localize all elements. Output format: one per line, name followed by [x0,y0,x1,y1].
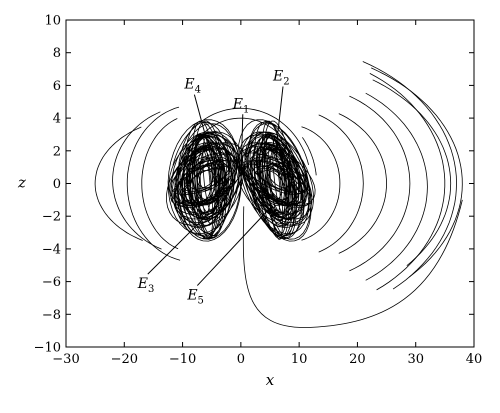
right-outer-arc [349,95,411,272]
y-tick-label: −4 [42,242,61,257]
right-outer-arc [369,73,446,291]
top-bridge-arc [184,117,297,165]
x-tick-label: −30 [52,352,79,367]
left-lobe-spiral [166,119,246,242]
y-tick-label: 0 [53,177,61,192]
y-tick-label: 2 [53,144,61,159]
x-tick-label: −10 [169,352,196,367]
x-tick-label: 0 [237,352,245,367]
equilibrium-label: E3 [137,276,155,295]
right-outer-arc [371,67,463,278]
y-tick-label: −10 [34,341,61,356]
y-tick-label: −2 [42,210,61,225]
equilibrium-annotations: E1 E2 E3 E4 E5 [137,68,290,306]
y-axis-label: z [17,174,26,192]
y-tick-label: −6 [42,275,61,290]
y-tick-label: 4 [53,112,61,127]
right-outer-arc [338,113,388,254]
y-tick-label: 8 [53,46,61,61]
right-outer-arc [372,79,452,267]
annotation-leader [196,207,271,286]
right-outer-arc [318,114,364,253]
attractor-trajectory [94,61,463,328]
left-inner-arc [182,130,218,237]
top-bridge-arc [172,107,309,166]
transient-loop [242,199,463,328]
equilibrium-label: E1 [232,96,250,115]
equilibrium-label: E5 [186,288,204,307]
x-axis: −30 −20 −10 0 10 20 30 40 [52,20,482,367]
annotation-leader [193,94,213,160]
x-tick-label: −20 [111,352,138,367]
annotation-leader [240,114,244,184]
top-bridge-arc [302,137,317,176]
left-outer-arc [141,118,179,250]
right-outer-arc [365,92,428,281]
y-tick-label: −8 [42,308,61,323]
x-tick-label: 10 [291,352,308,367]
y-tick-label: 10 [44,14,61,29]
left-outer-arc [94,126,143,241]
right-lobe-spiral [236,119,316,242]
x-tick-label: 20 [349,352,366,367]
right-outer-arc [301,126,341,241]
annotation-leader [275,86,284,151]
x-axis-label: x [266,371,275,389]
y-tick-label: 6 [53,79,61,94]
equilibrium-label: E4 [183,77,201,96]
y-axis: −10 −8 −6 −4 −2 0 2 4 6 8 10 [34,14,474,356]
left-outer-arc [112,111,162,250]
x-tick-label: 40 [466,352,483,367]
annotation-leader [147,215,207,275]
x-tick-label: 30 [407,352,424,367]
equilibrium-label: E2 [272,68,290,87]
